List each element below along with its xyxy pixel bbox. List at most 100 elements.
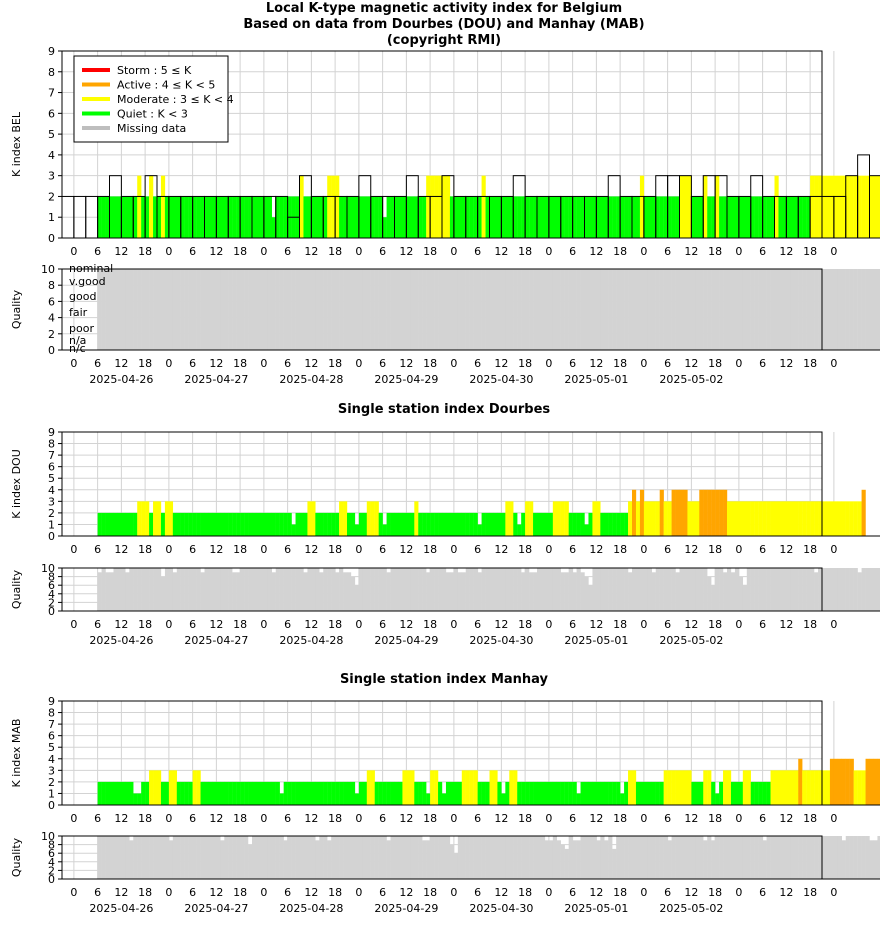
bel-hourly-k-bar bbox=[608, 196, 612, 238]
bel-q-quality-bar bbox=[596, 269, 600, 350]
bel-x-tick-label: 18 bbox=[518, 245, 532, 258]
mab-q-quality-bar bbox=[276, 836, 280, 879]
dou-hourly-k-bar bbox=[343, 501, 347, 536]
mab-q-x-tick-label: 18 bbox=[613, 886, 627, 899]
mab-x-tick-label: 12 bbox=[114, 812, 128, 825]
mab-hourly-k-bar bbox=[450, 782, 454, 805]
mab-q-quality-bar bbox=[398, 836, 402, 879]
mab-hourly-k-bar bbox=[632, 770, 636, 805]
dou-q-quality-bar bbox=[422, 568, 426, 611]
mab-q-x-tick-label: 0 bbox=[640, 886, 647, 899]
bel-hourly-k-bar bbox=[573, 196, 577, 238]
mab-q-quality-bar bbox=[866, 836, 870, 879]
bel-q-quality-bar bbox=[707, 269, 711, 350]
dou-hourly-k-bar bbox=[782, 501, 786, 536]
mab-q-quality-bar bbox=[482, 836, 486, 879]
dou-q-quality-bar bbox=[212, 568, 216, 611]
dou-q-quality-bar bbox=[814, 572, 818, 611]
dou-q-quality-bar bbox=[288, 568, 292, 611]
mab-q-quality-bar bbox=[98, 836, 102, 879]
dou-q-quality-bar bbox=[256, 568, 260, 611]
dou-q-x-tick-label: 0 bbox=[260, 618, 267, 631]
dou-hourly-k-bar bbox=[814, 501, 818, 536]
bel-x-tick-label: 0 bbox=[70, 245, 77, 258]
mab-hourly-k-bar bbox=[513, 770, 517, 805]
dou-hourly-k-bar bbox=[371, 501, 375, 536]
bel-q-quality-bar bbox=[513, 269, 517, 350]
mab-hourly-k-bar bbox=[430, 770, 434, 805]
bel-x-tick-label: 6 bbox=[189, 245, 196, 258]
bel-q-quality-bar bbox=[782, 269, 786, 350]
dou-hourly-k-bar bbox=[668, 501, 672, 536]
bel-hourly-k-bar bbox=[668, 196, 672, 238]
dou-hourly-k-bar bbox=[379, 513, 383, 536]
bel-x-tick-label: 0 bbox=[640, 245, 647, 258]
mab-q-quality-bar bbox=[486, 836, 490, 879]
dou-q-quality-bar bbox=[402, 568, 406, 611]
mab-x-tick-label: 6 bbox=[664, 812, 671, 825]
mab-hourly-k-bar bbox=[711, 782, 715, 805]
bel-hourly-k-bar bbox=[493, 196, 497, 238]
dou-q-quality-bar bbox=[763, 568, 767, 611]
dou-q-quality-bar bbox=[193, 568, 197, 611]
mab-hourly-k-bar bbox=[656, 782, 660, 805]
dou-hourly-k-bar bbox=[141, 501, 145, 536]
mab-q-quality-bar bbox=[367, 836, 371, 879]
bel-hourly-k-bar bbox=[446, 176, 450, 238]
dou-q-date-label: 2025-04-29 bbox=[374, 634, 438, 647]
dou-q-x-tick-label: 0 bbox=[545, 618, 552, 631]
dou-q-quality-bar bbox=[806, 568, 810, 611]
dou-hourly-k-bar bbox=[193, 513, 197, 536]
bel-q-quality-bar bbox=[873, 269, 877, 350]
bel-q-quality-bar bbox=[652, 269, 656, 350]
bel-q-quality-bar bbox=[846, 269, 850, 350]
mab-x-tick-label: 12 bbox=[589, 812, 603, 825]
mab-q-quality-bar bbox=[612, 849, 616, 879]
dou-q-quality-bar bbox=[501, 568, 505, 611]
mab-q-quality-bar bbox=[379, 836, 383, 879]
dou-hourly-k-bar bbox=[169, 501, 173, 536]
mab-q-quality-bar bbox=[822, 836, 826, 879]
dou-hourly-k-bar bbox=[493, 513, 497, 536]
bel-q-quality-bar bbox=[363, 269, 367, 350]
quality-mab-axis-label: Quality bbox=[10, 837, 23, 877]
dou-hourly-k-bar bbox=[323, 513, 327, 536]
dou-hourly-k-bar bbox=[545, 513, 549, 536]
bel-q-quality-bar bbox=[790, 269, 794, 350]
mab-q-quality-bar bbox=[161, 836, 165, 879]
dou-hourly-k-bar bbox=[228, 513, 232, 536]
dou-hourly-k-bar bbox=[521, 513, 525, 536]
bel-q-quality-bar bbox=[505, 269, 509, 350]
dou-q-quality-bar bbox=[672, 568, 676, 611]
dou-hourly-k-bar bbox=[854, 501, 858, 536]
mab-q-x-tick-label: 6 bbox=[474, 886, 481, 899]
mab-q-x-tick-label: 6 bbox=[284, 886, 291, 899]
dou-hourly-k-bar bbox=[430, 513, 434, 536]
dou-q-quality-bar bbox=[493, 568, 497, 611]
mab-q-quality-bar bbox=[771, 836, 775, 879]
dou-hourly-k-bar bbox=[612, 513, 616, 536]
mab-hourly-k-bar bbox=[106, 782, 110, 805]
dou-q-quality-bar bbox=[604, 568, 608, 611]
bel-q-quality-bar bbox=[759, 269, 763, 350]
dou-hourly-k-bar bbox=[462, 513, 466, 536]
mab-q-quality-bar bbox=[569, 836, 573, 879]
mab-hourly-k-bar bbox=[197, 770, 201, 805]
mab-q-quality-bar bbox=[121, 836, 125, 879]
dou-hourly-k-bar bbox=[311, 501, 315, 536]
bel-q-quality-bar bbox=[699, 269, 703, 350]
dou-q-quality-bar bbox=[794, 568, 798, 611]
mab-hourly-k-bar bbox=[672, 770, 676, 805]
bel-q-quality-bar bbox=[398, 269, 402, 350]
bel-q-x-tick-label: 12 bbox=[779, 357, 793, 370]
bel-q-quality-bar bbox=[161, 269, 165, 350]
dou-q-x-tick-label: 0 bbox=[450, 618, 457, 631]
bel-hourly-k-bar bbox=[846, 176, 850, 238]
mab-q-quality-bar bbox=[129, 840, 133, 879]
bel-q-quality-bar bbox=[854, 269, 858, 350]
bel-hourly-k-bar bbox=[672, 196, 676, 238]
bel-hourly-k-bar bbox=[466, 196, 470, 238]
dou-q-quality-bar bbox=[822, 568, 826, 611]
bel-q-quality-bar bbox=[470, 269, 474, 350]
bel-q-quality-bar bbox=[331, 269, 335, 350]
